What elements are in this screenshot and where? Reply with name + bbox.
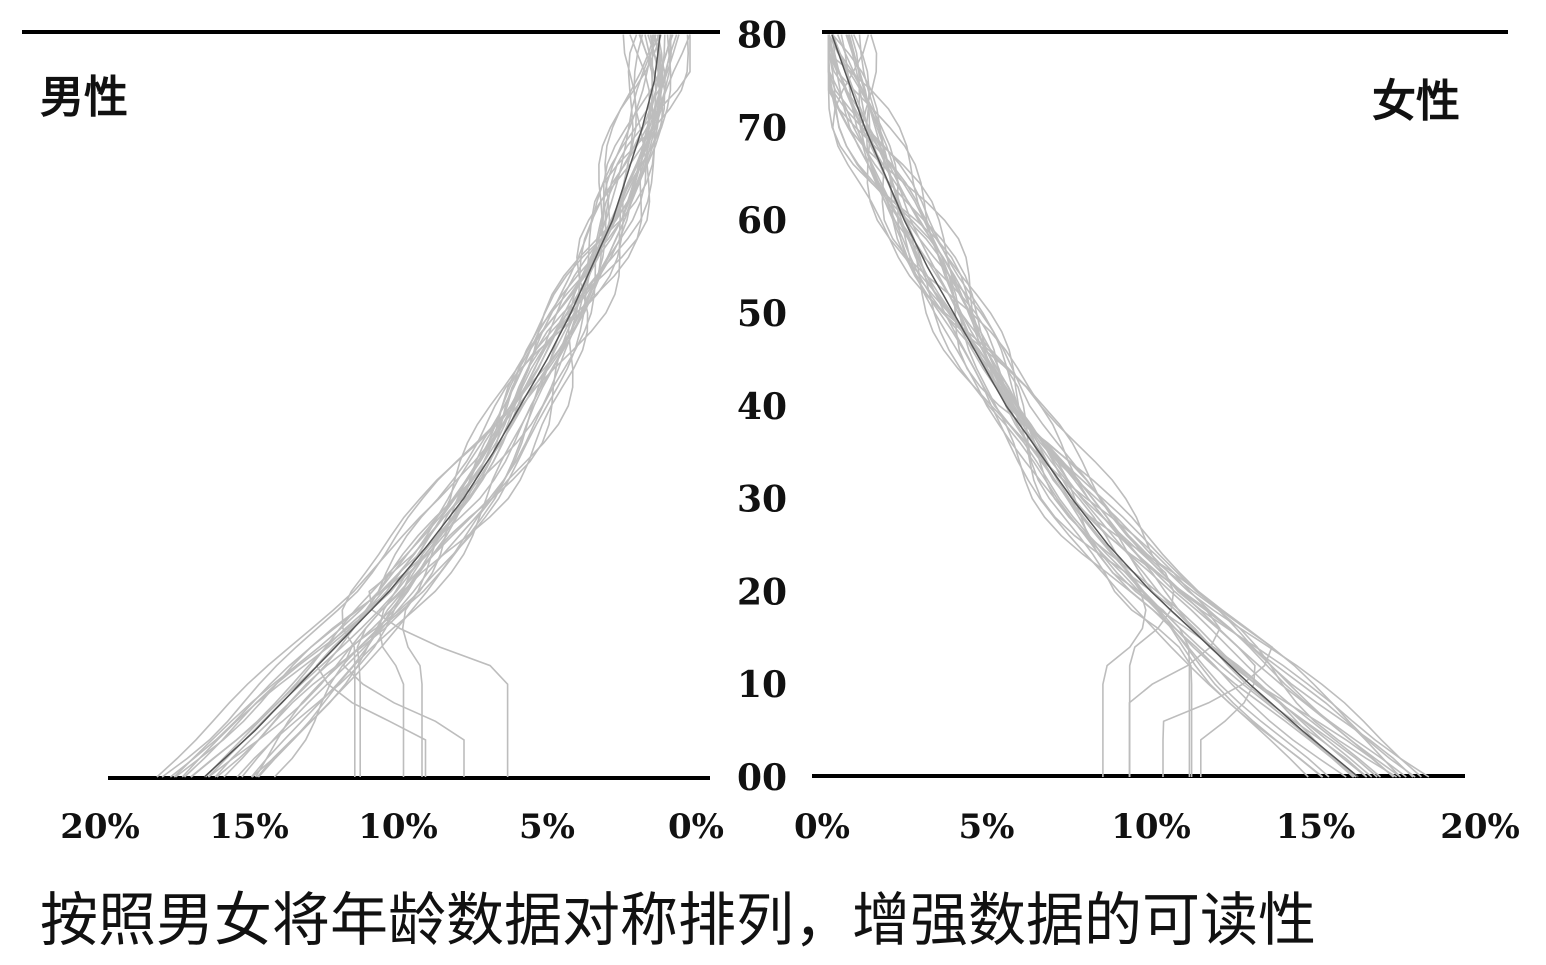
male-sample-curve — [250, 34, 674, 778]
x-tick-label: 10% — [358, 807, 438, 847]
male-sample-curve — [173, 34, 661, 778]
male-sample-curve — [241, 34, 672, 778]
male-sample-curve — [190, 34, 661, 778]
female-sample-curve — [845, 34, 1373, 778]
female-sample-curve — [836, 34, 1147, 777]
y-tick-label: 50 — [737, 293, 787, 335]
male-sample-curve — [190, 34, 666, 778]
x-tick-label: 0% — [794, 807, 850, 847]
female-sample-curve — [827, 34, 1414, 778]
male-sample-curve — [236, 34, 638, 778]
female-sample-curve — [827, 34, 1401, 778]
x-tick-label: 0% — [668, 807, 724, 847]
x-tick-label: 20% — [60, 807, 140, 847]
female-sample-curve — [831, 34, 1324, 778]
male-sample-curve — [208, 34, 647, 778]
male-sample-curve — [169, 34, 660, 778]
male-sample-curve — [216, 34, 654, 778]
female-sample-curve — [861, 34, 1395, 778]
x-tick-label: 15% — [209, 807, 289, 847]
chart-caption: 按照男女将年龄数据对称排列，增强数据的可读性 — [40, 886, 1317, 954]
female-sample-curve — [827, 34, 1416, 778]
male-sample-curve — [273, 34, 691, 778]
female-sample-curves — [827, 34, 1430, 778]
y-tick-label: 40 — [737, 386, 787, 428]
y-axis-tick-labels: 00 10 20 30 40 50 60 70 80 — [737, 15, 787, 799]
female-sample-curve — [846, 34, 1347, 778]
female-panel-label: 女性 — [1372, 76, 1460, 127]
x-tick-label: 10% — [1111, 807, 1191, 847]
male-sample-curves — [156, 34, 691, 778]
x-tick-label: 5% — [959, 807, 1015, 847]
male-sample-curve — [204, 34, 657, 778]
x-tick-label: 5% — [519, 807, 575, 847]
male-sample-curve — [161, 34, 656, 778]
female-sample-curve — [827, 34, 1395, 778]
male-sample-curve — [342, 34, 657, 777]
y-tick-label: 30 — [737, 479, 787, 521]
y-tick-label: 00 — [737, 757, 787, 799]
female-sample-curve — [831, 34, 1193, 777]
y-tick-label: 20 — [737, 571, 787, 613]
male-sample-curve — [156, 34, 672, 778]
female-x-axis-tick-labels: 0% 5% 10% 15% 20% — [794, 807, 1520, 847]
male-reference-curve — [203, 34, 661, 778]
male-sample-curve — [256, 34, 691, 778]
male-panel-label: 男性 — [40, 72, 128, 123]
y-tick-label: 80 — [737, 15, 787, 57]
female-sample-curve — [827, 34, 1273, 777]
x-tick-label: 20% — [1440, 807, 1520, 847]
male-sample-curve — [175, 34, 672, 778]
female-sample-curve — [850, 34, 1354, 778]
female-sample-curve — [827, 34, 1330, 778]
mirrored-age-chart: 男性 女性 00 10 20 30 40 50 60 70 80 20% 15% 10% 5% 0% 0… — [22, 15, 1520, 847]
y-tick-label: 70 — [737, 107, 787, 149]
female-reference-curve — [831, 34, 1359, 778]
y-tick-label: 10 — [737, 664, 787, 706]
male-sample-curve — [181, 34, 666, 778]
female-sample-curve — [858, 34, 1430, 778]
male-sample-curve — [223, 34, 651, 778]
female-sample-curve — [827, 34, 1407, 778]
female-sample-curve — [827, 34, 1398, 778]
male-sample-curve — [251, 34, 664, 778]
male-x-axis-tick-labels: 20% 15% 10% 5% 0% — [60, 807, 724, 847]
female-sample-curve — [827, 34, 1402, 778]
y-tick-label: 60 — [737, 200, 787, 242]
male-sample-curve — [257, 34, 662, 778]
female-sample-curve — [827, 34, 1422, 778]
x-tick-label: 15% — [1276, 807, 1356, 847]
male-sample-curve — [183, 34, 667, 778]
female-sample-curve — [827, 34, 1368, 778]
